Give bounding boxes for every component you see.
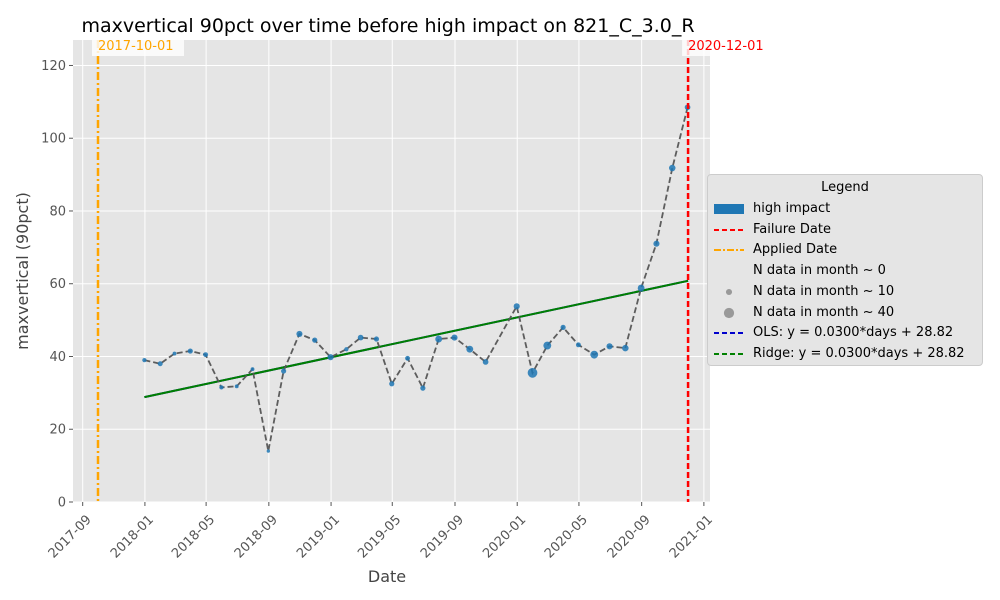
data-point (575, 342, 581, 348)
date-label-box (682, 37, 775, 56)
data-point (420, 385, 426, 391)
legend-line-icon (714, 228, 744, 231)
data-point (560, 324, 566, 330)
data-point (234, 384, 239, 389)
data-point (451, 334, 458, 341)
data-point (606, 343, 613, 350)
legend-label: OLS: y = 0.0300*days + 28.82 (753, 325, 954, 341)
data-point (669, 164, 676, 172)
y-tick-label: 100 (41, 132, 66, 147)
legend-label: N data in month ~ 40 (753, 304, 895, 320)
data-point (435, 335, 443, 343)
legend-label: N data in month ~ 10 (753, 283, 895, 299)
data-point (344, 347, 349, 352)
chart-title: maxvertical 90pct over time before high … (81, 15, 694, 37)
legend-label: Ridge: y = 0.0300*days + 28.82 (753, 345, 965, 361)
legend-label: Applied Date (753, 242, 838, 258)
data-point (187, 348, 193, 354)
grid (73, 40, 710, 503)
failure-date-label: 2020-12-01 (688, 39, 764, 54)
data-point (527, 368, 538, 378)
legend-title: Legend (821, 180, 869, 195)
data-point (357, 334, 364, 341)
x-tick-label: 2018-01 (108, 512, 157, 561)
legend-item: Failure Date (708, 220, 982, 240)
y-tick-label: 60 (49, 277, 66, 292)
data-point (637, 284, 645, 292)
legend-line-icon (714, 352, 744, 355)
legend-marker-icon (714, 263, 744, 279)
legend-marker-sample (725, 288, 733, 295)
data-point (203, 352, 209, 358)
data-point (281, 368, 287, 374)
legend: Legend high impact Failure Date Applied Da… (707, 174, 983, 366)
data-point (250, 367, 255, 372)
legend-label: high impact (753, 201, 831, 216)
data-point (543, 341, 552, 350)
data-point (266, 449, 270, 453)
x-tick-label: 2020-09 (605, 512, 654, 561)
y-tick-label: 80 (49, 204, 66, 219)
data-point (513, 303, 520, 310)
data-point (466, 345, 474, 353)
data-point (389, 381, 395, 387)
data-point (312, 337, 318, 343)
legend-item: N data in month ~ 10 (708, 282, 982, 302)
legend-marker-sample (723, 307, 735, 318)
data-point (296, 330, 303, 337)
data-point (622, 344, 629, 352)
data-point (405, 355, 411, 361)
y-axis: 0 20 40 60 80 100 120 (41, 59, 73, 511)
applied-date-label: 2017-10-01 (98, 39, 174, 54)
x-tick-label: 2019-01 (294, 512, 343, 561)
reference-lines: 2017-10-01 2020-12-01 (91, 37, 775, 502)
data-point (172, 351, 177, 356)
date-label-box (91, 37, 184, 56)
legend-item: N data in month ~ 0 (708, 261, 982, 281)
legend-item: high impact (708, 199, 982, 219)
legend-patch-icon (714, 204, 744, 214)
data-point (219, 385, 224, 390)
x-tick-label: 2020-05 (542, 512, 591, 561)
legend-item: N data in month ~ 40 (708, 303, 982, 323)
legend-marker-icon (723, 307, 735, 318)
legend-line-icon (714, 332, 744, 335)
data-point (653, 240, 660, 247)
y-axis-label: maxvertical (90pct) (13, 192, 32, 350)
x-tick-label: 2019-09 (418, 512, 467, 561)
x-axis-label: Date (368, 567, 406, 586)
x-axis: 2017-09 2018-01 2018-05 2018-09 2019-01 2019-… (46, 502, 716, 561)
legend-label: N data in month ~ 0 (753, 263, 886, 279)
data-point (482, 359, 489, 365)
legend-label: Failure Date (753, 221, 831, 237)
y-tick-label: 120 (41, 59, 66, 74)
y-tick-label: 20 (49, 423, 66, 438)
x-tick-label: 2020-01 (480, 512, 529, 561)
x-tick-label: 2021-01 (667, 512, 716, 561)
data-point (327, 354, 334, 361)
legend-line-icon (714, 249, 744, 252)
ridge-line (144, 279, 689, 399)
legend-item: OLS: y = 0.0300*days + 28.82 (708, 323, 982, 343)
data-point (373, 336, 380, 342)
regression-lines (144, 279, 689, 399)
y-tick-label: 0 (58, 496, 66, 511)
legend-marker-icon (725, 288, 733, 295)
legend-swatch (714, 204, 744, 214)
x-tick-label: 2019-05 (355, 512, 404, 561)
data-point (157, 361, 163, 367)
plot-area (73, 40, 710, 502)
x-tick-label: 2017-09 (46, 512, 95, 561)
legend-item: Ridge: y = 0.0300*days + 28.82 (708, 344, 982, 364)
data-point (590, 350, 599, 359)
legend-item: Applied Date (708, 240, 982, 260)
x-tick-label: 2018-05 (169, 512, 218, 561)
y-tick-label: 40 (49, 350, 66, 365)
data-point (142, 358, 147, 363)
x-tick-label: 2018-09 (232, 512, 281, 561)
